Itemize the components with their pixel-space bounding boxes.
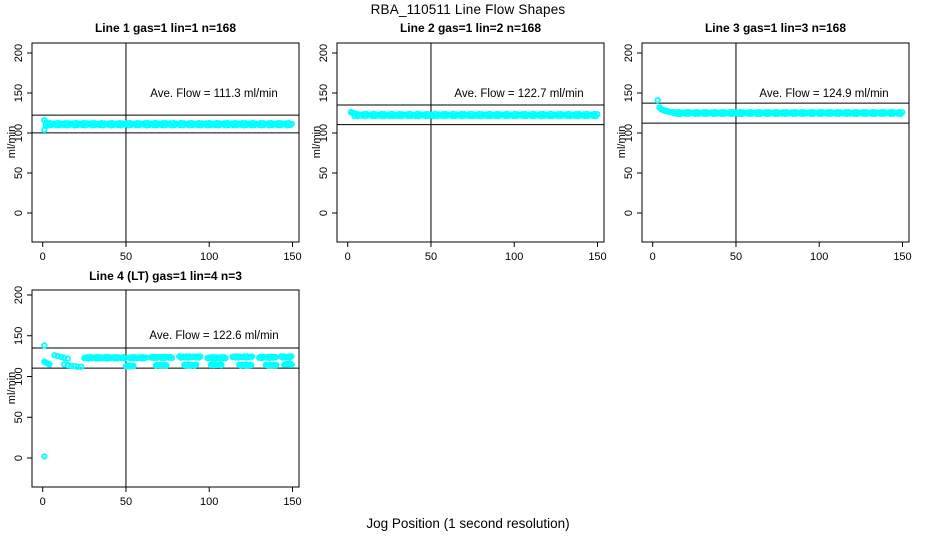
x-tick-label: 0: [345, 251, 351, 263]
y-tick-label: 0: [318, 210, 330, 216]
y-tick-label: 200: [318, 44, 330, 62]
x-tick-label: 150: [893, 251, 911, 263]
y-tick-label: 150: [623, 84, 635, 102]
panel-2: 0 50 100 150 0 50 100 150 200: [318, 42, 607, 263]
data-point: [192, 361, 200, 368]
plot-box: [336, 42, 605, 243]
data-point: [64, 361, 71, 369]
y-tick-label: 0: [13, 210, 25, 216]
y-tick-label: 150: [13, 327, 25, 345]
panel-4-ave-flow-annotation: Ave. Flow = 122.6 ml/min: [149, 330, 279, 342]
panel-4: 0 50 100 150 0 50 100 150 200: [13, 286, 302, 508]
data-point: [163, 362, 170, 369]
y-tick-label: 100: [318, 124, 330, 142]
y-tick-label: 100: [623, 124, 635, 142]
panel-3-y-axis-label: ml/min: [616, 125, 628, 159]
data-point: [46, 361, 53, 368]
data-point: [71, 362, 78, 370]
y-tick-label: 50: [13, 167, 25, 179]
data-point: [61, 361, 68, 368]
figure-title: RBA_110511 Line Flow Shapes: [370, 2, 566, 17]
y-tick-label: 50: [623, 167, 635, 179]
plot-box: [641, 42, 910, 243]
panel-3-ave-flow-annotation: Ave. Flow = 124.9 ml/min: [759, 88, 889, 100]
y-tick-label: 150: [13, 84, 25, 102]
y-tick-label: 100: [13, 124, 25, 142]
x-tick-label: 0: [40, 251, 46, 263]
data-point: [247, 361, 255, 369]
x-tick-label: 0: [650, 251, 656, 263]
data-point: [41, 453, 48, 460]
data-point: [54, 352, 61, 360]
y-tick-label: 200: [13, 44, 25, 62]
data-point: [288, 361, 295, 368]
data-points: [347, 108, 601, 120]
data-points: [41, 342, 295, 460]
panel-2-y-axis-label: ml/min: [311, 125, 323, 159]
x-tick-label: 100: [200, 251, 218, 263]
data-point: [273, 362, 280, 369]
x-tick-label: 150: [283, 496, 301, 508]
data-point: [196, 353, 204, 360]
data-point: [218, 361, 225, 369]
data-points: [654, 96, 906, 118]
panel-2-ave-flow-annotation: Ave. Flow = 122.7 ml/min: [454, 88, 584, 100]
data-point: [248, 353, 256, 360]
data-point: [67, 362, 75, 370]
y-tick-label: 200: [13, 286, 25, 304]
x-tick-label: 150: [588, 251, 606, 263]
data-point: [61, 354, 68, 361]
data-point: [64, 355, 71, 362]
data-point: [671, 109, 678, 116]
data-point: [288, 120, 295, 128]
data-point: [41, 342, 48, 349]
data-point: [74, 363, 81, 370]
data-point: [42, 119, 50, 126]
x-tick-label: 150: [283, 251, 301, 263]
data-point: [51, 352, 58, 359]
panel-2-title: Line 2 gas=1 lin=2 n=168: [399, 21, 542, 35]
x-tick-label: 50: [425, 251, 437, 263]
data-point: [130, 362, 137, 370]
data-point: [899, 109, 906, 116]
y-tick-label: 100: [13, 367, 25, 385]
y-tick-label: 50: [318, 167, 330, 179]
y-tick-label: 200: [623, 44, 635, 62]
data-point: [288, 353, 295, 360]
data-point: [594, 110, 601, 118]
x-tick-label: 0: [40, 496, 46, 508]
panel-4-title: Line 4 (LT) gas=1 lin=4 n=3: [89, 269, 242, 283]
x-tick-label: 100: [200, 496, 218, 508]
x-axis-label: Jog Position (1 second resolution): [366, 516, 570, 531]
data-point: [57, 353, 65, 361]
data-point: [352, 110, 360, 117]
plot-box: [31, 42, 300, 243]
x-tick-label: 50: [120, 496, 132, 508]
y-tick-label: 0: [13, 455, 25, 461]
y-tick-label: 150: [318, 84, 330, 102]
y-tick-label: 50: [13, 411, 25, 423]
panel-1-y-axis-label: ml/min: [6, 125, 18, 159]
plot-box: [31, 289, 300, 488]
panel-4-y-axis-label: ml/min: [6, 371, 18, 405]
data-point: [77, 363, 85, 370]
data-point: [168, 354, 176, 362]
data-points: [41, 116, 295, 133]
data-point: [222, 354, 229, 362]
data-point: [42, 122, 50, 129]
panel-1-ave-flow-annotation: Ave. Flow = 111.3 ml/min: [150, 88, 278, 100]
x-tick-label: 50: [120, 251, 132, 263]
panel-3-title: Line 3 gas=1 lin=3 n=168: [704, 21, 847, 35]
panel-1: 0 50 100 150 0 50 100 150 200: [13, 42, 302, 263]
panel-3: 0 50 100 150 0 50 100 150 200: [623, 42, 912, 263]
x-tick-label: 50: [730, 251, 742, 263]
x-tick-label: 100: [505, 251, 523, 263]
data-point: [654, 96, 661, 104]
y-tick-label: 0: [623, 210, 635, 216]
x-tick-label: 100: [810, 251, 828, 263]
panel-1-title: Line 1 gas=1 lin=1 n=168: [94, 21, 237, 35]
